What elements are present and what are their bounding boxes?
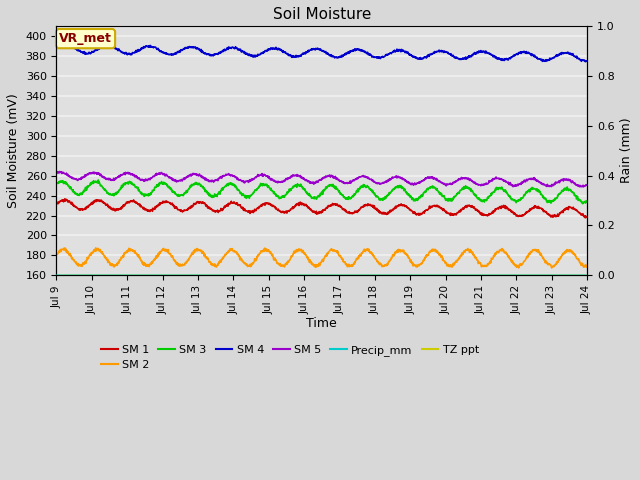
Text: VR_met: VR_met	[59, 32, 112, 45]
X-axis label: Time: Time	[307, 317, 337, 330]
Title: Soil Moisture: Soil Moisture	[273, 7, 371, 22]
Legend: SM 1, SM 2, SM 3, SM 4, SM 5, Precip_mm, TZ ppt: SM 1, SM 2, SM 3, SM 4, SM 5, Precip_mm,…	[97, 340, 483, 374]
Y-axis label: Soil Moisture (mV): Soil Moisture (mV)	[7, 93, 20, 208]
Y-axis label: Rain (mm): Rain (mm)	[620, 118, 633, 183]
